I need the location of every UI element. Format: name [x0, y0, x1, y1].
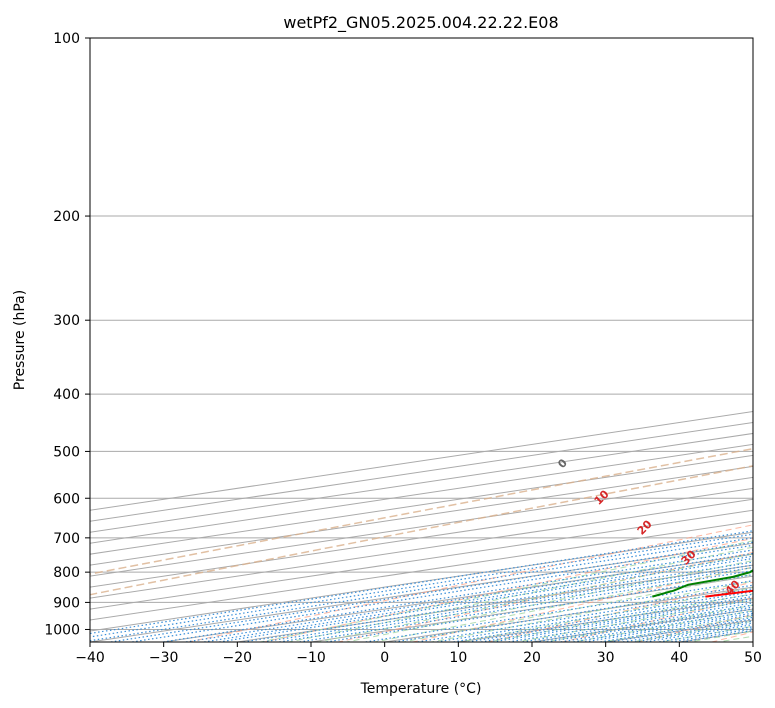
x-tick-label: −20: [223, 650, 253, 666]
x-tick-label: 40: [670, 650, 688, 666]
x-tick-label: 30: [597, 650, 615, 666]
mixing-ratio-line: [90, 537, 753, 642]
isotherm-line: [90, 465, 753, 566]
y-tick-label: 1000: [44, 622, 80, 638]
mixing-ratio-line: [159, 549, 753, 642]
y-tick-label: 400: [53, 387, 80, 403]
isotherm-line: [90, 454, 753, 555]
mixing-ratio-line: [90, 533, 753, 638]
dry-adiabat-line: [261, 537, 753, 642]
mixing-ratio-line: [90, 530, 753, 635]
mixing-ratio-lines: [90, 447, 753, 642]
y-tick-label: 100: [53, 31, 80, 47]
y-tick-label: 900: [53, 595, 80, 611]
dry-adiabat-line: [410, 566, 753, 642]
y-tick-label: 300: [53, 313, 80, 329]
moist-adiabat-line: [257, 540, 753, 642]
y-axis-ticks: 100 200 300 400 500 600 700 800 900 1000: [44, 31, 90, 638]
isotherm-line: [90, 498, 753, 599]
mixing-ratio-line: [181, 552, 753, 642]
plot-frame: [89, 37, 754, 643]
moist-adiabat-line: [456, 586, 753, 642]
x-tick-label: −40: [75, 650, 105, 666]
dry-adiabat-line: [485, 581, 753, 642]
theta-e-line: [90, 465, 753, 596]
mixing-ratio-line: [432, 591, 753, 642]
isotherm-lines: [90, 410, 753, 642]
x-axis-title: Temperature (°C): [360, 681, 482, 697]
y-tick-label: 500: [53, 444, 80, 460]
y-tick-label: 800: [53, 565, 80, 581]
isotherm-line: [90, 520, 753, 621]
dry-adiabat-lines: [186, 524, 753, 642]
chart-title: wetPf2_GN05.2025.004.22.22.E08: [283, 13, 558, 33]
isotherm-line: [90, 509, 753, 610]
isotherm-line: [90, 531, 753, 632]
x-tick-label: 10: [449, 650, 467, 666]
y-axis-title: Pressure (hPa): [12, 290, 28, 390]
y-tick-label: 200: [53, 209, 80, 225]
y-tick-label: 700: [53, 531, 80, 547]
moist-adiabat-line: [372, 566, 753, 642]
isotherm-line: [90, 487, 753, 588]
isotherm-line: [90, 443, 753, 544]
x-tick-label: 0: [380, 650, 389, 666]
dry-adiabat-line: [186, 524, 753, 642]
mixing-ratio-line: [390, 584, 753, 642]
y-tick-label: 600: [53, 491, 80, 507]
mixing-ratio-line: [361, 580, 753, 642]
x-tick-label: 50: [744, 650, 762, 666]
mixing-ratio-line: [476, 597, 753, 642]
x-tick-label: −30: [149, 650, 179, 666]
x-tick-label: 20: [523, 650, 541, 666]
mixing-ratio-line: [413, 588, 753, 642]
mixing-ratio-line: [463, 595, 753, 642]
moist-adiabat-line: [315, 553, 753, 642]
isotherm-line: [90, 476, 753, 577]
x-tick-label: −10: [296, 650, 326, 666]
isobar-gridlines: [90, 38, 753, 630]
mixing-ratio-line: [449, 593, 753, 642]
x-axis-ticks: −40 −30 −20 −10 0 10 20 30 40 50: [75, 642, 762, 666]
